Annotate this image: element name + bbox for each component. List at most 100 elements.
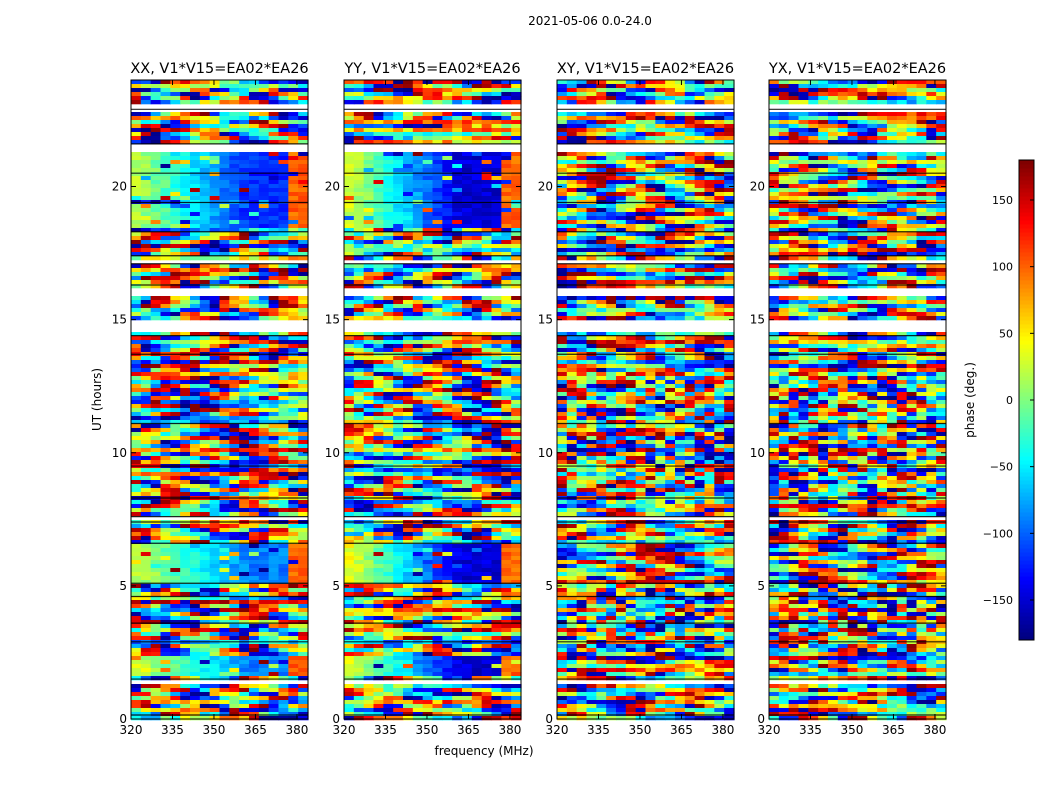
phase-cell: [393, 168, 404, 173]
phase-cell: [393, 88, 404, 93]
phase-cell: [288, 692, 299, 697]
phase-cell: [412, 100, 424, 105]
phase-cell: [209, 80, 221, 85]
phase-cell: [268, 540, 280, 545]
phase-cell: [462, 360, 473, 365]
phase-cell: [422, 88, 434, 93]
phase-cell: [422, 192, 434, 197]
phase-cell: [511, 356, 522, 361]
phase-cell: [442, 620, 453, 625]
phase-cell: [491, 360, 502, 365]
phase-cell: [471, 368, 483, 373]
phase-cell: [131, 296, 142, 301]
phase-cell: [229, 432, 240, 437]
phase-cell: [239, 712, 250, 717]
phase-cell: [229, 664, 240, 669]
phase-cell: [383, 216, 394, 221]
phase-cell: [219, 484, 230, 489]
phase-cell: [422, 616, 434, 621]
phase-cell: [249, 168, 260, 173]
phase-cell: [344, 256, 355, 261]
phase-cell: [199, 80, 211, 85]
phase-cell: [491, 300, 502, 305]
x-tick-label: 350: [203, 723, 226, 737]
phase-cell: [258, 120, 270, 125]
phase-cell: [170, 500, 181, 505]
phase-cell: [462, 276, 473, 281]
phase-cell: [471, 140, 483, 145]
phase-cell: [298, 188, 309, 193]
phase-cell: [432, 432, 443, 437]
phase-cell: [344, 96, 355, 101]
phase-cell: [131, 240, 142, 245]
phase-cell: [403, 96, 414, 101]
phase-cell: [249, 668, 260, 673]
phase-cell: [140, 584, 152, 589]
phase-cell: [199, 380, 211, 385]
phase-cell: [268, 552, 280, 557]
phase-cell: [393, 344, 404, 349]
phase-cell: [353, 624, 365, 629]
phase-cell: [298, 608, 309, 613]
phase-cell: [190, 596, 201, 601]
phase-cell: [298, 380, 309, 385]
phase-cell: [353, 400, 365, 405]
phase-cell: [393, 448, 404, 453]
phase-cell: [150, 132, 162, 137]
phase-cell: [491, 500, 502, 505]
phase-cell: [239, 92, 250, 97]
phase-cell: [249, 608, 260, 613]
phase-cell: [344, 456, 355, 461]
phase-cell: [471, 584, 483, 589]
phase-cell: [511, 360, 522, 365]
phase-cell: [432, 280, 443, 285]
phase-cell: [393, 124, 404, 129]
phase-cell: [383, 304, 394, 309]
phase-cell: [229, 388, 240, 393]
phase-cell: [363, 360, 375, 365]
phase-cell: [501, 232, 512, 237]
phase-cell: [150, 256, 162, 261]
phase-cell: [481, 192, 493, 197]
phase-cell: [199, 420, 211, 425]
phase-cell: [209, 164, 221, 169]
phase-cell: [393, 548, 404, 553]
phase-cell: [511, 608, 522, 613]
phase-cell: [180, 252, 191, 257]
phase-cell: [249, 276, 260, 281]
phase-cell: [288, 504, 299, 509]
phase-cell: [353, 168, 365, 173]
phase-cell: [511, 616, 522, 621]
phase-cell: [481, 236, 493, 241]
phase-cell: [199, 572, 211, 577]
phase-cell: [131, 208, 142, 213]
phase-cell: [199, 600, 211, 605]
phase-cell: [403, 244, 414, 249]
phase-cell: [511, 172, 522, 177]
phase-cell: [190, 224, 201, 229]
phase-cell: [412, 592, 424, 597]
phase-cell: [140, 440, 152, 445]
phase-cell: [131, 408, 142, 413]
phase-cell: [239, 468, 250, 473]
phase-cell: [239, 356, 250, 361]
phase-cell: [432, 316, 443, 321]
phase-cell: [239, 460, 250, 465]
phase-cell: [229, 172, 240, 177]
phase-cell: [170, 240, 181, 245]
phase-cell: [471, 460, 483, 465]
phase-cell: [422, 208, 434, 213]
phase-cell: [160, 188, 171, 193]
phase-cell: [442, 164, 453, 169]
phase-cell: [353, 128, 365, 133]
phase-cell: [471, 168, 483, 173]
phase-cell: [209, 480, 221, 485]
phase-cell: [363, 456, 375, 461]
phase-cell: [131, 236, 142, 241]
phase-cell: [288, 80, 299, 85]
phase-cell: [209, 444, 221, 449]
phase-cell: [432, 404, 443, 409]
phase-cell: [298, 624, 309, 629]
phase-cell: [344, 224, 355, 229]
phase-cell: [462, 116, 473, 121]
